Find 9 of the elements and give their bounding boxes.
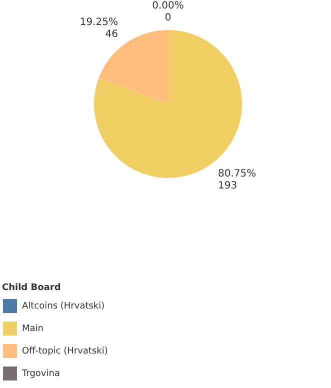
text: 0.00% 0 — [152, 0, 184, 24]
legend-label: Off-topic (Hrvatski) — [22, 346, 108, 356]
data-label: 80.75% 193 — [218, 168, 256, 192]
data-label: 19.25% 46 — [80, 17, 118, 40]
legend-label: Trgovina — [21, 368, 60, 379]
legend-label: Altcoins (Hrvatski) — [22, 301, 105, 312]
legend-label: Main — [22, 324, 44, 334]
pie-slice — [98, 30, 168, 104]
legend-title: Child Board — [2, 283, 61, 293]
